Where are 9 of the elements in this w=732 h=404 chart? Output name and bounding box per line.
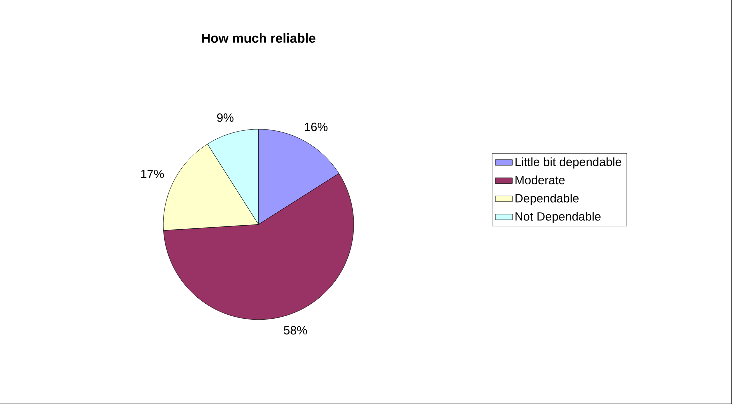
data-label: 58%: [284, 326, 308, 335]
legend-label: Dependable: [516, 194, 579, 205]
data-label: 16%: [305, 122, 328, 132]
data-label: 9%: [217, 113, 234, 122]
chart-title: How much reliable: [202, 33, 316, 43]
legend-label: Not Dependable: [516, 212, 601, 224]
legend-label: Moderate: [516, 176, 565, 184]
data-label: 17%: [141, 170, 164, 178]
legend-label: Little bit dependable: [516, 157, 622, 169]
